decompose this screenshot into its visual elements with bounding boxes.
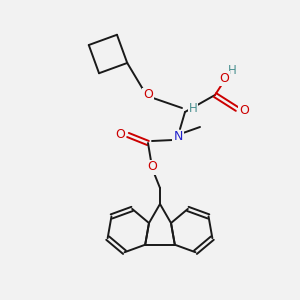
Text: H: H [189, 101, 197, 115]
Text: H: H [228, 64, 236, 76]
Text: O: O [147, 160, 157, 173]
Text: O: O [143, 88, 153, 101]
Text: O: O [219, 71, 229, 85]
Text: O: O [239, 104, 249, 118]
Text: N: N [173, 130, 183, 143]
Text: O: O [115, 128, 125, 142]
